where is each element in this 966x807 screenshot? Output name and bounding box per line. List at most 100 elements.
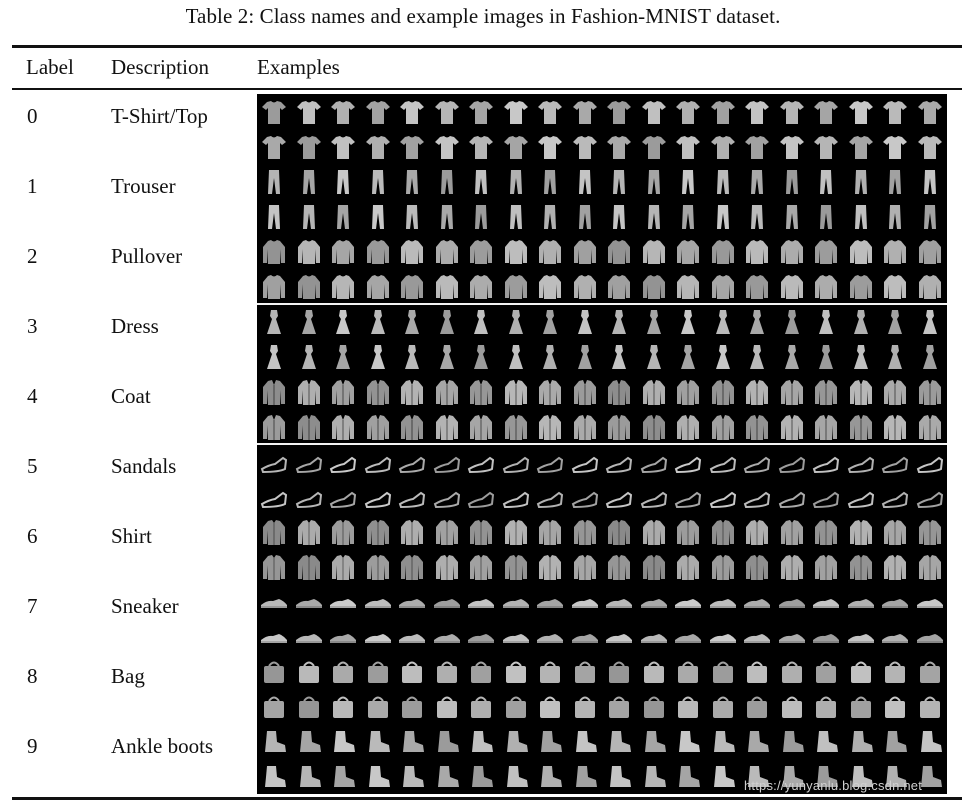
tshirt-icon: [432, 132, 462, 162]
pullover-icon: [708, 272, 738, 302]
trouser-icon: [811, 202, 841, 232]
header-description: Description: [111, 55, 209, 79]
trouser-icon: [363, 167, 393, 197]
dress-icon: [328, 342, 358, 372]
sandal-icon: [708, 482, 738, 512]
dress-icon: [915, 307, 945, 337]
bag-icon: [604, 692, 634, 722]
coat-icon: [570, 412, 600, 442]
shirt-icon: [432, 552, 462, 582]
tshirt-icon: [535, 132, 565, 162]
tshirt-icon: [501, 132, 531, 162]
pullover-icon: [570, 237, 600, 267]
bag-icon: [570, 657, 600, 687]
class-label-4: 4: [27, 384, 38, 408]
bag-icon: [363, 692, 393, 722]
class-label-2: 2: [27, 244, 38, 268]
table-caption: Table 2: Class names and example images …: [185, 4, 781, 28]
dress-icon: [466, 307, 496, 337]
pullover-icon: [639, 272, 669, 302]
tshirt-icon: [466, 132, 496, 162]
shirt-icon: [708, 517, 738, 547]
coat-icon: [397, 377, 427, 407]
shirt-icon: [328, 517, 358, 547]
coat-icon: [639, 377, 669, 407]
coat-icon: [604, 377, 634, 407]
pullover-icon: [811, 237, 841, 267]
bag-icon: [432, 657, 462, 687]
header-rule: [12, 88, 962, 90]
pullover-icon: [846, 272, 876, 302]
coat-icon: [294, 412, 324, 442]
dress-icon: [328, 307, 358, 337]
sneaker-icon: [363, 587, 393, 617]
coat-icon: [811, 412, 841, 442]
sandal-icon: [363, 482, 393, 512]
pullover-icon: [259, 237, 289, 267]
bag-icon: [294, 692, 324, 722]
dress-icon: [259, 342, 289, 372]
ankle-boot-icon: [777, 762, 807, 792]
dress-icon: [363, 307, 393, 337]
class-label-7: 7: [27, 594, 38, 618]
tshirt-icon: [259, 132, 289, 162]
tshirt-icon: [570, 97, 600, 127]
bag-icon: [501, 657, 531, 687]
coat-icon: [742, 377, 772, 407]
shirt-icon: [880, 552, 910, 582]
tshirt-icon: [363, 97, 393, 127]
watermark: https://yunyanlu.blog.csdn.net: [744, 778, 923, 793]
tshirt-icon: [673, 97, 703, 127]
pullover-icon: [501, 237, 531, 267]
pullover-icon: [363, 272, 393, 302]
ankle-boot-icon: [846, 727, 876, 757]
bag-icon: [294, 657, 324, 687]
bag-icon: [673, 692, 703, 722]
sneaker-icon: [811, 587, 841, 617]
ankle-boot-icon: [570, 727, 600, 757]
trouser-icon: [604, 167, 634, 197]
ankle-boot-icon: [604, 727, 634, 757]
shirt-icon: [397, 517, 427, 547]
pullover-icon: [880, 237, 910, 267]
dress-icon: [777, 342, 807, 372]
bag-icon: [915, 692, 945, 722]
coat-icon: [363, 412, 393, 442]
trouser-icon: [880, 202, 910, 232]
coat-icon: [501, 412, 531, 442]
sandal-icon: [570, 482, 600, 512]
coat-icon: [363, 377, 393, 407]
shirt-icon: [259, 552, 289, 582]
sneaker-icon: [501, 587, 531, 617]
sneaker-icon: [673, 587, 703, 617]
trouser-icon: [673, 167, 703, 197]
pullover-icon: [397, 237, 427, 267]
coat-icon: [604, 412, 634, 442]
shirt-icon: [777, 517, 807, 547]
pullover-icon: [915, 272, 945, 302]
group-separator: [257, 443, 947, 445]
trouser-icon: [466, 167, 496, 197]
pullover-icon: [915, 237, 945, 267]
sandal-icon: [915, 447, 945, 477]
pullover-icon: [259, 272, 289, 302]
shirt-icon: [673, 552, 703, 582]
sandal-icon: [397, 447, 427, 477]
tshirt-icon: [397, 132, 427, 162]
dress-icon: [466, 342, 496, 372]
example-band: [257, 724, 947, 794]
bag-icon: [673, 657, 703, 687]
coat-icon: [708, 377, 738, 407]
trouser-icon: [846, 202, 876, 232]
sandal-icon: [259, 482, 289, 512]
coat-icon: [846, 377, 876, 407]
sandal-icon: [501, 447, 531, 477]
class-description: Sneaker: [111, 594, 179, 618]
ankle-boot-icon: [501, 727, 531, 757]
trouser-icon: [535, 167, 565, 197]
bag-icon: [811, 692, 841, 722]
trouser-icon: [466, 202, 496, 232]
dress-icon: [259, 307, 289, 337]
sandal-icon: [363, 447, 393, 477]
tshirt-icon: [604, 97, 634, 127]
